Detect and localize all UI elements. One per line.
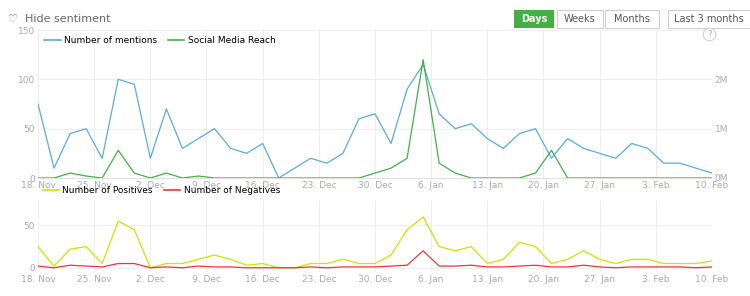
Text: Months: Months <box>614 14 650 24</box>
FancyBboxPatch shape <box>556 10 603 28</box>
FancyBboxPatch shape <box>605 10 659 28</box>
FancyBboxPatch shape <box>514 10 554 28</box>
Text: Last 3 months: Last 3 months <box>674 14 744 24</box>
Text: Days: Days <box>520 14 548 24</box>
Legend: Number of Positives, Number of Negatives: Number of Positives, Number of Negatives <box>43 186 280 195</box>
Legend: Number of mentions, Social Media Reach: Number of mentions, Social Media Reach <box>43 35 278 47</box>
Text: Weeks: Weeks <box>564 14 596 24</box>
Text: ♡  Hide sentiment: ♡ Hide sentiment <box>8 14 110 24</box>
Text: ?: ? <box>707 30 712 39</box>
FancyBboxPatch shape <box>668 10 750 28</box>
